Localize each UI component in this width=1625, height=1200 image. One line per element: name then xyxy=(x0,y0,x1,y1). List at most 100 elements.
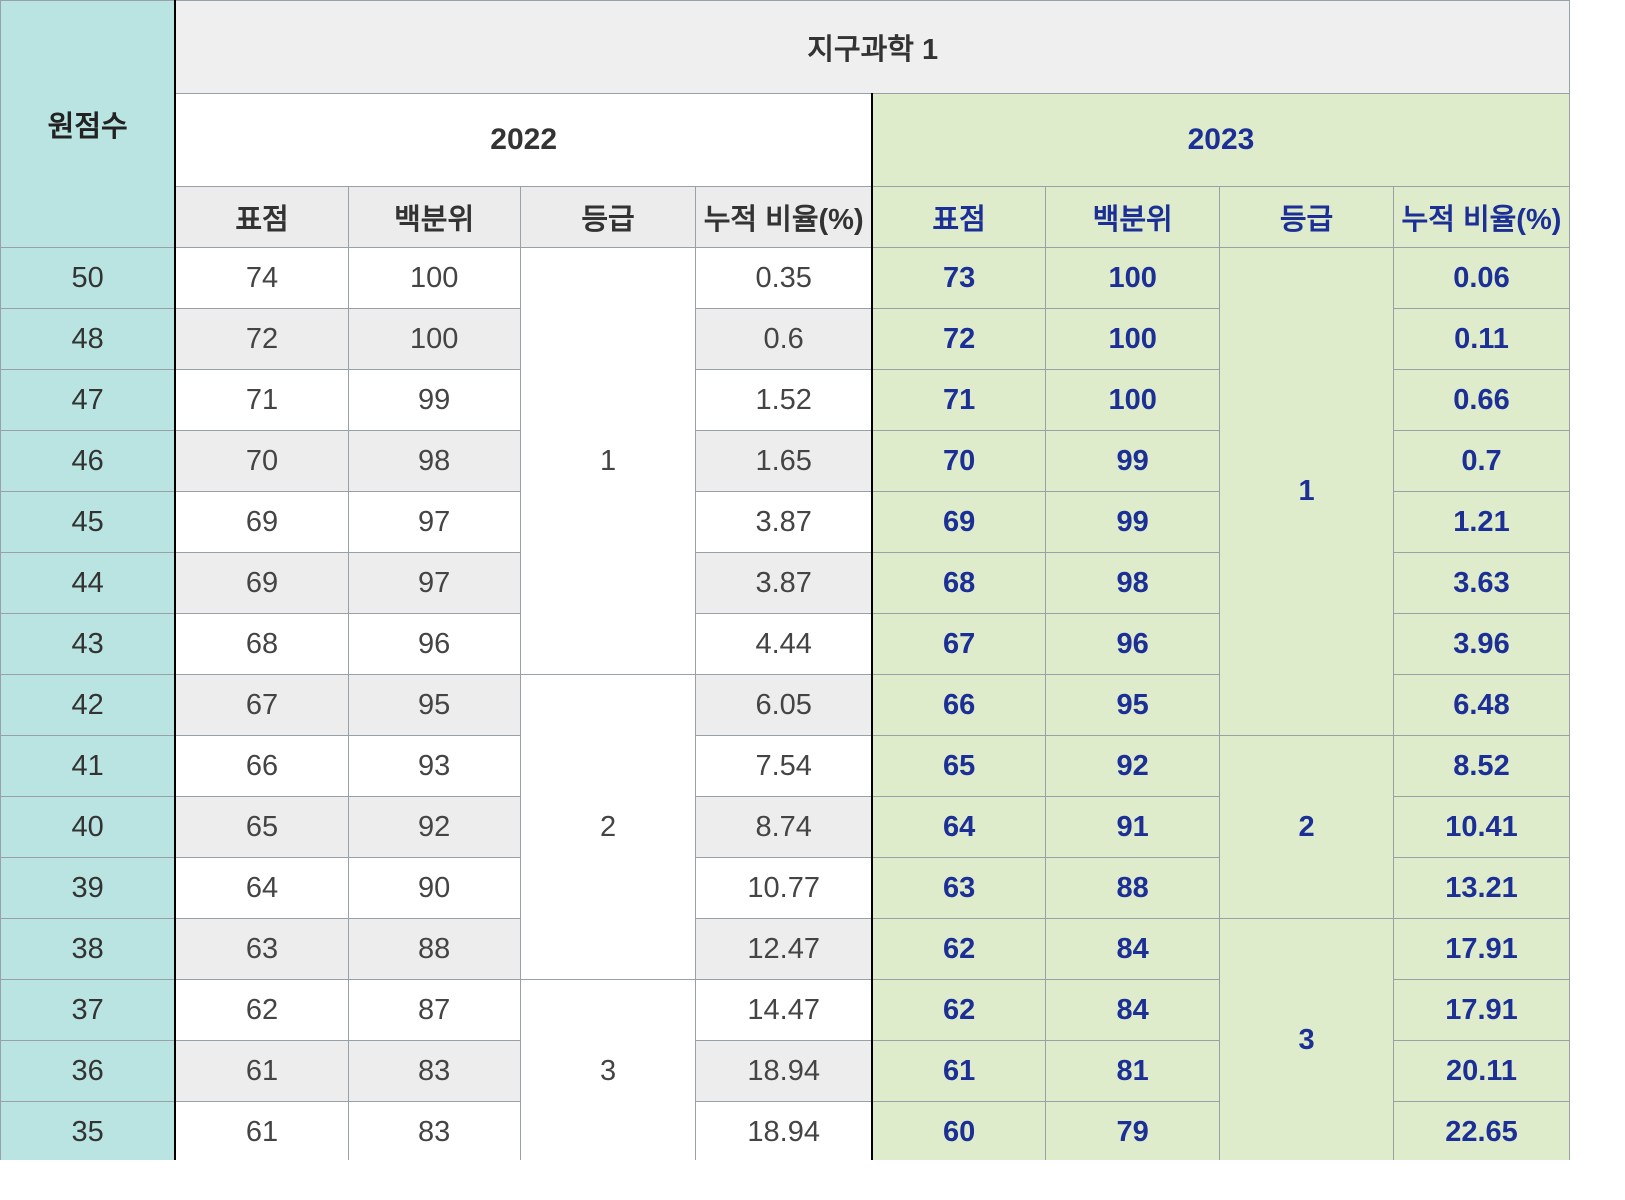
cum-2023-cell: 22.65 xyxy=(1392,1101,1570,1160)
raw-score-cell: 48 xyxy=(0,308,177,370)
std-2022-cell: 72 xyxy=(174,308,349,370)
std-2023-cell: 60 xyxy=(870,1101,1047,1160)
grade-2023-cell: 1 xyxy=(1219,247,1394,736)
cum-2022-cell: 4.44 xyxy=(695,613,873,675)
grade-2022-cell: 3 xyxy=(519,979,697,1160)
std-2023-cell: 66 xyxy=(870,674,1047,736)
raw-score-cell: 41 xyxy=(0,735,177,797)
std-2023-cell: 69 xyxy=(870,491,1047,553)
std-2022-cell: 69 xyxy=(174,491,349,553)
std-2023-cell: 64 xyxy=(870,796,1047,858)
col-grade-2023: 등급 xyxy=(1219,186,1394,248)
score-conversion-table: 원점수 지구과학 1 2022 2023 표점 백분위 등급 누적 비율(%) … xyxy=(0,0,1570,1160)
std-2022-cell: 74 xyxy=(174,247,349,309)
table-row: 45 69 97 3.87 69 99 1.21 xyxy=(0,491,1570,553)
cum-2022-cell: 0.35 xyxy=(695,247,873,309)
cum-2023-cell: 8.52 xyxy=(1392,735,1570,797)
pct-2022-cell: 93 xyxy=(347,735,521,797)
cum-2022-cell: 3.87 xyxy=(695,491,873,553)
std-2023-cell: 68 xyxy=(870,552,1047,614)
pct-2023-cell: 79 xyxy=(1045,1101,1221,1160)
pct-2023-cell: 88 xyxy=(1045,857,1221,919)
pct-2023-cell: 84 xyxy=(1045,979,1221,1041)
pct-2023-cell: 99 xyxy=(1045,491,1221,553)
pct-2022-cell: 88 xyxy=(347,918,521,980)
std-2022-cell: 68 xyxy=(174,613,349,675)
table-row: 35 61 83 18.94 60 79 22.65 xyxy=(0,1101,1570,1160)
cum-2023-cell: 0.7 xyxy=(1392,430,1570,492)
std-2023-cell: 73 xyxy=(870,247,1047,309)
score-table-container: 원점수 지구과학 1 2022 2023 표점 백분위 등급 누적 비율(%) … xyxy=(0,0,1570,1160)
cum-2023-cell: 17.91 xyxy=(1392,918,1570,980)
std-2022-cell: 70 xyxy=(174,430,349,492)
pct-2023-cell: 81 xyxy=(1045,1040,1221,1102)
col-std-2022: 표점 xyxy=(174,186,349,248)
table-row: 37 62 87 3 14.47 62 84 17.91 xyxy=(0,979,1570,1160)
pct-2022-cell: 98 xyxy=(347,430,521,492)
cum-2022-cell: 18.94 xyxy=(695,1040,873,1102)
year-2023-header: 2023 xyxy=(870,93,1570,187)
table-row: 36 61 83 18.94 61 81 20.11 xyxy=(0,1040,1570,1102)
pct-2023-cell: 84 xyxy=(1045,918,1221,980)
cum-2022-cell: 10.77 xyxy=(695,857,873,919)
cum-2022-cell: 6.05 xyxy=(695,674,873,736)
cum-2023-cell: 3.96 xyxy=(1392,613,1570,675)
year-2022-header: 2022 xyxy=(174,93,873,187)
raw-score-cell: 35 xyxy=(0,1101,177,1160)
pct-2023-cell: 100 xyxy=(1045,369,1221,431)
pct-2022-cell: 87 xyxy=(347,979,521,1041)
raw-score-cell: 39 xyxy=(0,857,177,919)
raw-score-cell: 47 xyxy=(0,369,177,431)
std-2023-cell: 67 xyxy=(870,613,1047,675)
pct-2022-cell: 92 xyxy=(347,796,521,858)
table-row: 44 69 97 3.87 68 98 3.63 xyxy=(0,552,1570,614)
cum-2022-cell: 3.87 xyxy=(695,552,873,614)
pct-2022-cell: 97 xyxy=(347,491,521,553)
pct-2022-cell: 83 xyxy=(347,1040,521,1102)
cum-2023-cell: 3.63 xyxy=(1392,552,1570,614)
raw-score-cell: 46 xyxy=(0,430,177,492)
raw-score-cell: 45 xyxy=(0,491,177,553)
col-cum-2023: 누적 비율(%) xyxy=(1392,186,1570,248)
cum-2022-cell: 0.6 xyxy=(695,308,873,370)
grade-2023-cell: 3 xyxy=(1219,918,1394,1160)
cum-2022-cell: 1.65 xyxy=(695,430,873,492)
grade-2022-cell: 1 xyxy=(519,247,697,675)
table-row: 39 64 90 10.77 63 88 13.21 xyxy=(0,857,1570,919)
raw-score-cell: 44 xyxy=(0,552,177,614)
cum-2023-cell: 13.21 xyxy=(1392,857,1570,919)
col-cum-2022: 누적 비율(%) xyxy=(695,186,873,248)
table-row: 43 68 96 4.44 67 96 3.96 xyxy=(0,613,1570,675)
std-2022-cell: 67 xyxy=(174,674,349,736)
std-2022-cell: 71 xyxy=(174,369,349,431)
table-row: 40 65 92 8.74 64 91 10.41 xyxy=(0,796,1570,858)
table-row: 47 71 99 1.52 71 100 0.66 xyxy=(0,369,1570,431)
table-row: 41 66 93 7.54 65 92 2 8.52 xyxy=(0,735,1570,919)
cum-2022-cell: 12.47 xyxy=(695,918,873,980)
table-row: 50 74 100 1 0.35 73 100 1 0.06 xyxy=(0,247,1570,736)
table-row: 38 63 88 12.47 62 84 3 17.91 xyxy=(0,918,1570,1160)
raw-score-cell: 50 xyxy=(0,247,177,309)
cum-2023-cell: 1.21 xyxy=(1392,491,1570,553)
pct-2022-cell: 97 xyxy=(347,552,521,614)
pct-2022-cell: 83 xyxy=(347,1101,521,1160)
col-std-2023: 표점 xyxy=(870,186,1047,248)
pct-2023-cell: 95 xyxy=(1045,674,1221,736)
std-2023-cell: 63 xyxy=(870,857,1047,919)
grade-2023-cell: 2 xyxy=(1219,735,1394,919)
pct-2022-cell: 90 xyxy=(347,857,521,919)
raw-score-cell: 37 xyxy=(0,979,177,1041)
cum-2022-cell: 1.52 xyxy=(695,369,873,431)
table-row: 46 70 98 1.65 70 99 0.7 xyxy=(0,430,1570,492)
pct-2022-cell: 95 xyxy=(347,674,521,736)
cum-2022-cell: 8.74 xyxy=(695,796,873,858)
pct-2022-cell: 96 xyxy=(347,613,521,675)
cum-2023-cell: 17.91 xyxy=(1392,979,1570,1041)
std-2023-cell: 62 xyxy=(870,979,1047,1041)
std-2022-cell: 61 xyxy=(174,1101,349,1160)
raw-score-header: 원점수 xyxy=(0,0,177,248)
pct-2023-cell: 99 xyxy=(1045,430,1221,492)
std-2023-cell: 72 xyxy=(870,308,1047,370)
pct-2023-cell: 91 xyxy=(1045,796,1221,858)
pct-2023-cell: 96 xyxy=(1045,613,1221,675)
